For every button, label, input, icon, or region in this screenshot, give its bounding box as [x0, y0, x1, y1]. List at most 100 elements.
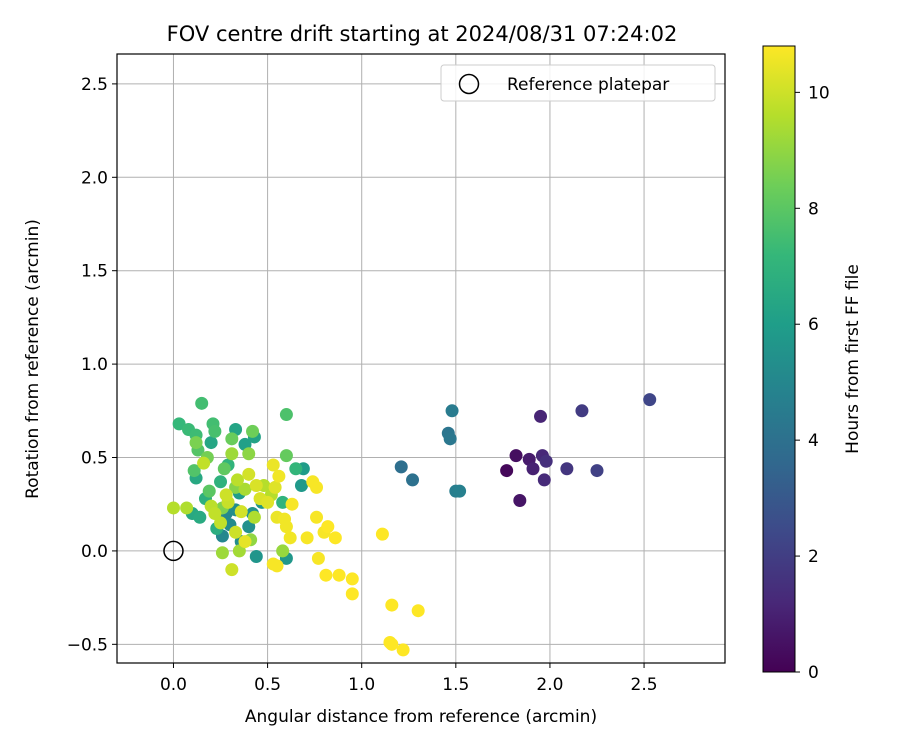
data-point [234, 505, 248, 519]
x-tick-label: 2.0 [536, 675, 563, 695]
data-point [396, 643, 410, 657]
data-point [289, 462, 303, 476]
x-tick-label: 2.5 [631, 675, 658, 695]
data-point [279, 520, 293, 534]
data-point [230, 473, 244, 487]
data-point [575, 404, 589, 418]
data-point [411, 604, 425, 618]
legend-box [440, 64, 716, 102]
data-point [215, 546, 229, 560]
data-point [279, 449, 293, 463]
data-point [294, 479, 308, 493]
data-point [225, 563, 239, 577]
x-axis-ticks: 0.0 0.5 1.0 1.5 2.0 2.5 [160, 663, 658, 695]
x-tick-label: 0.5 [254, 675, 281, 695]
data-point [208, 424, 222, 438]
data-point [537, 473, 551, 487]
data-point [187, 464, 201, 478]
y-axis-label: Rotation from reference (arcmin) [23, 219, 43, 499]
data-point [311, 551, 325, 565]
chart-title: FOV centre drift starting at 2024/08/31 … [167, 22, 678, 46]
reference-marker [163, 540, 184, 562]
data-point [246, 424, 260, 438]
data-point [249, 550, 263, 564]
data-point [249, 479, 263, 493]
data-point [225, 432, 239, 446]
colorbar-label: Hours from first FF file [843, 264, 863, 454]
data-point [321, 520, 335, 534]
data-point [238, 535, 252, 549]
data-point [197, 456, 211, 470]
data-point [643, 393, 657, 407]
data-point [590, 464, 604, 478]
data-point [319, 568, 333, 582]
y-tick-label: 1.0 [81, 355, 108, 375]
data-point [276, 544, 290, 558]
data-point [266, 458, 280, 472]
data-point [406, 473, 420, 487]
legend: Reference platepar [440, 64, 716, 102]
data-point [310, 510, 324, 524]
colorbar-tick-label: 0 [808, 663, 819, 683]
colorbar-tick-label: 4 [808, 431, 819, 451]
data-point [526, 462, 540, 476]
data-points [166, 393, 657, 657]
data-point [345, 572, 359, 586]
data-point [238, 482, 252, 496]
data-point [310, 480, 324, 494]
data-point [214, 516, 228, 530]
data-point [202, 484, 216, 498]
colorbar-ticks: 0 2 4 6 8 10 [795, 83, 830, 683]
plot-frame [116, 53, 726, 664]
data-point [445, 404, 459, 418]
data-point [500, 464, 514, 478]
data-point [385, 598, 399, 612]
data-point [193, 510, 207, 524]
colorbar-tick-label: 6 [808, 315, 819, 335]
data-point [247, 510, 261, 524]
data-point [345, 587, 359, 601]
legend-label: Reference platepar [507, 75, 669, 95]
data-point [539, 454, 553, 468]
data-point [242, 520, 256, 534]
y-tick-label: 0.0 [81, 542, 108, 562]
data-point [300, 531, 314, 545]
data-point [219, 488, 233, 502]
data-point [225, 447, 239, 461]
y-tick-label: −0.5 [67, 635, 108, 655]
data-point [453, 484, 467, 498]
data-point [189, 436, 203, 450]
data-point [166, 501, 180, 515]
data-point [242, 447, 256, 461]
data-point [272, 469, 286, 483]
colorbar-tick-label: 10 [808, 83, 830, 103]
grid [117, 54, 725, 663]
x-tick-label: 1.5 [442, 675, 469, 695]
y-tick-label: 1.5 [81, 262, 108, 282]
y-tick-label: 0.5 [81, 449, 108, 469]
data-point [332, 568, 346, 582]
data-point [513, 493, 527, 507]
data-point [242, 467, 256, 481]
y-tick-label: 2.0 [81, 168, 108, 188]
data-point [270, 559, 284, 573]
data-point [229, 525, 243, 539]
data-point [385, 637, 399, 651]
data-point [232, 544, 246, 558]
data-point [268, 480, 282, 494]
data-point [283, 531, 297, 545]
data-point [328, 531, 342, 545]
y-tick-label: 2.5 [81, 75, 108, 95]
x-tick-label: 0.0 [160, 675, 187, 695]
colorbar-tick-label: 8 [808, 199, 819, 219]
data-point [285, 497, 299, 511]
data-point [279, 408, 293, 422]
x-tick-label: 1.0 [348, 675, 375, 695]
y-axis-ticks: −0.5 0.0 0.5 1.0 1.5 2.0 2.5 [67, 75, 117, 655]
data-point [394, 460, 408, 474]
data-point [509, 449, 523, 463]
data-point [217, 462, 231, 476]
data-point [180, 501, 194, 515]
data-point [172, 417, 186, 431]
